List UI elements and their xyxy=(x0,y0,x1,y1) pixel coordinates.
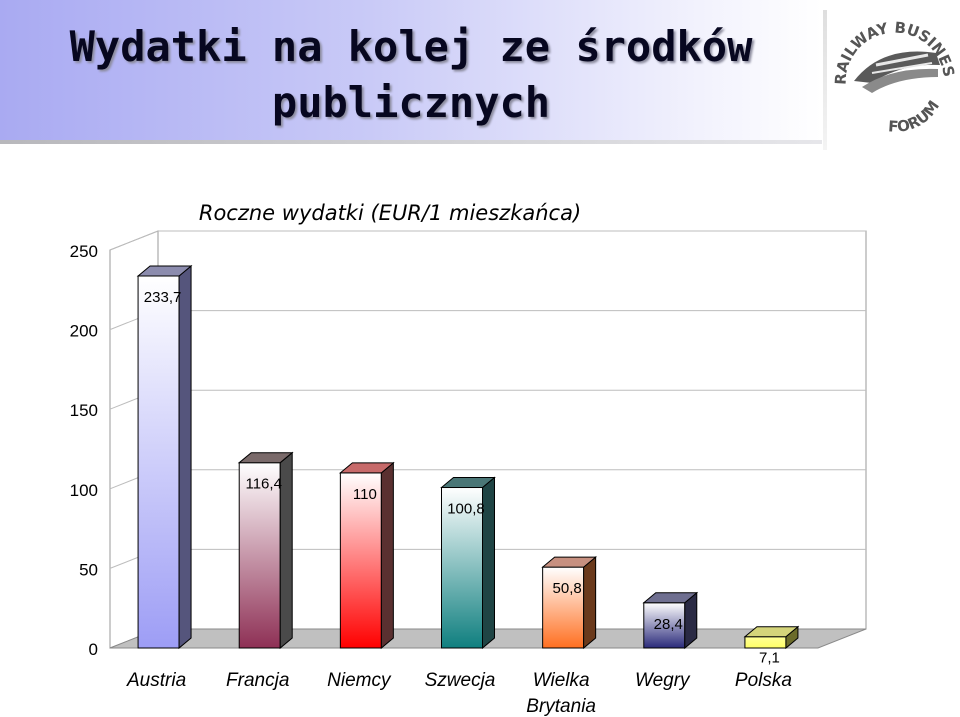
data-label: 110 xyxy=(353,486,377,503)
y-tick-label: 0 xyxy=(89,640,98,659)
x-tick-label: Francja xyxy=(226,670,289,691)
x-tick-label: Szwecja xyxy=(425,670,496,691)
bar-cap xyxy=(642,592,699,604)
data-label: 116,4 xyxy=(245,476,281,493)
logo-separator xyxy=(823,10,827,150)
y-tick-label: 200 xyxy=(70,322,98,341)
gridline xyxy=(109,230,866,251)
bar-front xyxy=(744,636,787,649)
x-tick-label: Polska xyxy=(735,670,792,691)
bar-cap xyxy=(237,452,294,464)
bar-cap xyxy=(541,556,598,568)
y-tick-label: 100 xyxy=(70,481,98,500)
bar xyxy=(743,625,800,650)
data-label: 28,4 xyxy=(654,616,683,633)
chart-title: Roczne wydatki (EUR/1 mieszkańca) xyxy=(199,201,581,225)
data-label: 7,1 xyxy=(759,650,780,667)
data-label: 100,8 xyxy=(447,501,485,518)
bar-front xyxy=(238,462,281,649)
bar-front xyxy=(441,487,483,649)
bar-side xyxy=(380,461,394,650)
bar-side xyxy=(178,264,192,650)
bar xyxy=(237,451,294,650)
bar xyxy=(440,476,496,650)
bar xyxy=(642,591,699,650)
x-tick-label: Wegry xyxy=(635,670,691,691)
bar-cap xyxy=(338,462,395,474)
title-underline xyxy=(0,140,822,144)
x-tick-label: Wielka Brytania xyxy=(526,670,596,717)
page-title-line2: publicznych xyxy=(271,78,551,127)
bar-side xyxy=(583,556,597,650)
train-icon xyxy=(854,51,940,93)
x-tick-label: Austria xyxy=(126,670,186,691)
data-label: 50,8 xyxy=(553,580,582,597)
page-title-line1: Wydatki na kolej ze środków xyxy=(69,22,753,71)
y-tick-label: 250 xyxy=(70,242,98,261)
bar xyxy=(136,264,193,650)
x-axis-labels: Austria Francja Niemcy Szwecja Wielka Brytani… xyxy=(126,670,792,717)
bar-front xyxy=(137,275,180,649)
y-tick-label: 50 xyxy=(79,560,98,579)
bars: 233,7 116,4 110 100,8 50,8 28,4 7,1 xyxy=(136,264,800,667)
x-tick-label: Niemcy xyxy=(327,670,392,691)
title-banner xyxy=(0,0,822,140)
bar-front xyxy=(542,566,585,649)
bar xyxy=(541,556,598,650)
y-axis-ticks: 0 50 100 150 200 250 xyxy=(70,242,98,659)
bar-cap xyxy=(136,265,193,277)
bar-side xyxy=(279,451,293,650)
data-label: 233,7 xyxy=(144,289,182,306)
y-tick-label: 150 xyxy=(70,401,98,420)
bar xyxy=(338,461,395,650)
bar-cap xyxy=(743,626,800,638)
bar-cap xyxy=(440,477,496,489)
bar-front xyxy=(339,472,382,649)
railway-business-forum-logo: RAILWAY BUSINESS FORUM xyxy=(832,5,956,136)
